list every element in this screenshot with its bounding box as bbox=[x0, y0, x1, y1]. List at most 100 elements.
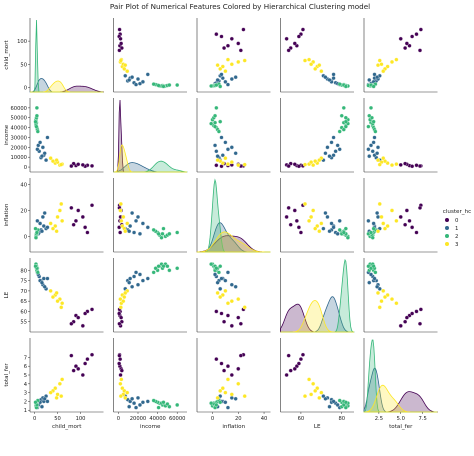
scatter-point bbox=[375, 145, 381, 150]
legend-marker bbox=[445, 242, 449, 246]
scatter-point bbox=[385, 223, 390, 229]
scatter-point bbox=[167, 231, 172, 236]
scatter-point bbox=[229, 372, 234, 378]
scatter-point bbox=[89, 307, 95, 312]
scatter-point bbox=[331, 72, 336, 77]
scatter-point bbox=[284, 372, 289, 378]
kde-cluster-3 bbox=[113, 144, 187, 173]
scatter-point bbox=[215, 395, 220, 400]
x-tick-label: 20 bbox=[235, 416, 242, 422]
legend-label: 3 bbox=[455, 242, 458, 248]
scatter-point bbox=[317, 158, 322, 163]
scatter-point bbox=[89, 163, 95, 168]
panel-inflation-vs-income bbox=[113, 178, 187, 253]
scatter-point bbox=[238, 48, 243, 53]
scatter-point bbox=[209, 262, 214, 267]
scatter-point bbox=[45, 225, 50, 230]
scatter-point bbox=[89, 203, 95, 208]
scatter-point bbox=[319, 69, 324, 74]
scatter-point bbox=[55, 299, 60, 304]
panel-inflation-vs-total_fer bbox=[363, 178, 438, 253]
kde-cluster-3 bbox=[363, 384, 438, 413]
scatter-point bbox=[45, 399, 50, 404]
scatter-point bbox=[335, 143, 340, 148]
scatter-point bbox=[118, 58, 123, 63]
scatter-point bbox=[135, 214, 141, 220]
scatter-point bbox=[42, 284, 47, 289]
scatter-point bbox=[118, 381, 123, 386]
legend: cluster_hc 0 1 2 3 bbox=[443, 209, 471, 248]
scatter-point bbox=[219, 72, 224, 77]
scatter-point bbox=[375, 214, 381, 220]
scatter-point bbox=[220, 386, 225, 391]
scatter-point bbox=[33, 400, 38, 405]
y-tick-label: 75 bbox=[20, 279, 27, 285]
scatter-point bbox=[222, 368, 227, 373]
scatter-point bbox=[83, 361, 88, 366]
scatter-point bbox=[296, 361, 301, 366]
scatter-point bbox=[34, 105, 39, 110]
scatter-point bbox=[118, 208, 123, 213]
scatter-point bbox=[125, 390, 130, 395]
y-tick-label: 50 bbox=[20, 62, 27, 68]
scatter-point bbox=[214, 105, 219, 110]
scatter-point bbox=[366, 218, 371, 223]
scatter-point bbox=[117, 27, 122, 32]
panel-child_mort-vs-child_mort: 0 50 100 child_mort bbox=[4, 18, 104, 93]
scatter-point bbox=[34, 113, 39, 118]
scatter-point bbox=[307, 377, 312, 382]
scatter-point bbox=[39, 404, 44, 409]
legend-label: 0 bbox=[455, 218, 459, 224]
scatter-point bbox=[159, 235, 164, 240]
scatter-point bbox=[398, 36, 403, 41]
panel-total_fer-vs-child_mort: 1 2 3 4 5 6 7 total_fer 0 50 100 child_mort bbox=[4, 338, 104, 430]
scatter-point bbox=[371, 84, 376, 89]
scatter-point bbox=[117, 353, 122, 358]
scatter-point bbox=[50, 295, 56, 300]
scatter-point bbox=[76, 366, 81, 371]
scatter-point bbox=[209, 121, 214, 126]
scatter-point bbox=[122, 66, 127, 71]
scatter-point bbox=[44, 158, 49, 163]
scatter-point bbox=[319, 221, 324, 226]
scatter-point bbox=[215, 154, 220, 159]
scatter-point bbox=[137, 272, 143, 277]
scatter-point bbox=[41, 223, 46, 229]
scatter-point bbox=[216, 129, 221, 134]
scatter-point bbox=[394, 57, 399, 62]
scatter-point bbox=[35, 147, 40, 152]
scatter-point bbox=[307, 57, 312, 62]
scatter-point bbox=[132, 401, 137, 406]
scatter-point bbox=[219, 361, 224, 366]
scatter-point bbox=[366, 147, 371, 152]
scatter-point bbox=[313, 66, 318, 71]
scatter-point bbox=[53, 223, 58, 229]
scatter-point bbox=[225, 301, 231, 306]
scatter-point bbox=[35, 218, 40, 223]
scatter-point bbox=[375, 151, 380, 156]
y-tick-label: 1 bbox=[24, 408, 27, 414]
scatter-point bbox=[160, 231, 165, 236]
scatter-point bbox=[333, 149, 338, 154]
scatter-point bbox=[418, 307, 423, 312]
panel-LE-vs-inflation bbox=[196, 258, 271, 333]
scatter-point bbox=[80, 162, 85, 167]
scatter-point bbox=[229, 62, 234, 67]
scatter-point bbox=[296, 225, 301, 230]
scatter-point bbox=[379, 214, 384, 220]
scatter-point bbox=[33, 235, 39, 240]
scatter-point bbox=[117, 361, 122, 366]
scatter-point bbox=[127, 404, 132, 409]
scatter-point bbox=[215, 280, 220, 285]
y-tick-label: 0 bbox=[24, 165, 27, 171]
scatter-point bbox=[343, 119, 348, 124]
scatter-point bbox=[222, 319, 227, 324]
x-tick-label: 60 bbox=[298, 416, 305, 422]
scatter-point bbox=[225, 82, 231, 87]
scatter-point bbox=[161, 226, 166, 231]
scatter-point bbox=[323, 75, 328, 80]
scatter-point bbox=[213, 143, 218, 148]
scatter-point bbox=[223, 278, 228, 283]
scatter-point bbox=[327, 77, 332, 83]
scatter-point bbox=[122, 295, 127, 300]
